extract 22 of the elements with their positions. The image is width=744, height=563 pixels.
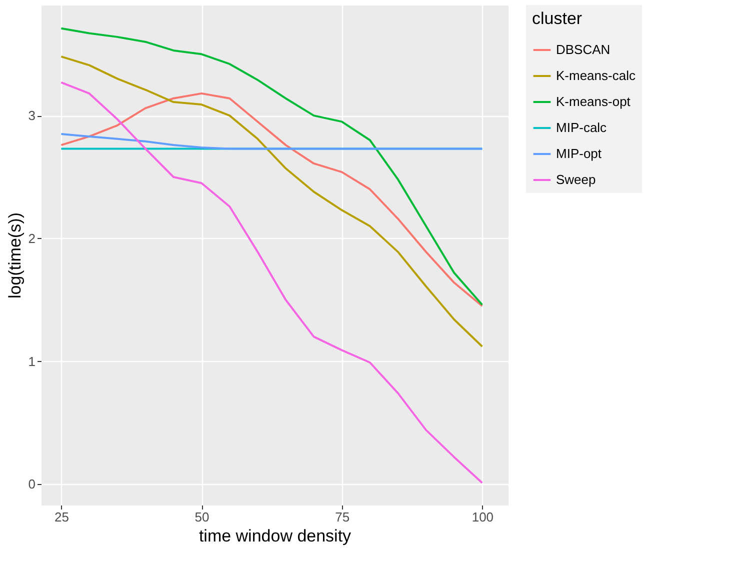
legend-label: DBSCAN: [556, 42, 610, 57]
legend-label: MIP-opt: [556, 146, 602, 161]
x-tick-label: 75: [335, 510, 350, 524]
y-tick-label: 0: [28, 476, 36, 492]
legend-title: cluster: [532, 9, 582, 28]
x-axis-title: time window density: [198, 526, 352, 546]
x-tick-label: 25: [54, 510, 69, 524]
x-tick-label: 50: [194, 510, 210, 524]
x-tick-label: 100: [472, 510, 494, 524]
line-series: [60, 132, 484, 150]
legend-label: K-means-calc: [556, 68, 636, 83]
legend-label: MIP-calc: [556, 120, 608, 135]
y-tick-label: 3: [28, 108, 36, 124]
line-series: [60, 56, 484, 348]
y-tick-label: 1: [28, 354, 36, 369]
line-series: [60, 92, 484, 307]
legend-label: Sweep: [556, 172, 596, 187]
line-series: [60, 81, 484, 484]
line-series: [60, 27, 484, 306]
legend-label: K-means-opt: [556, 94, 631, 109]
y-axis-title: log(time(s)): [5, 212, 24, 298]
y-tick-label: 2: [28, 230, 36, 246]
